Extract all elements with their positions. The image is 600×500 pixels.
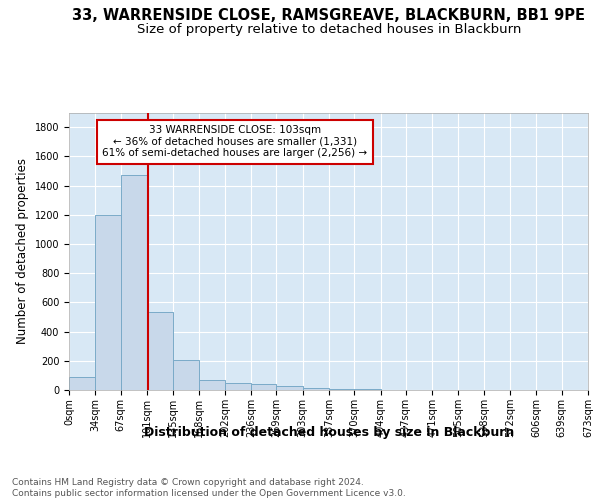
- Bar: [121, 176, 147, 390]
- Bar: [329, 389, 355, 390]
- Text: 33 WARRENSIDE CLOSE: 103sqm
← 36% of detached houses are smaller (1,331)
61% of : 33 WARRENSIDE CLOSE: 103sqm ← 36% of det…: [102, 125, 367, 158]
- Bar: [251, 384, 277, 390]
- Y-axis label: Number of detached properties: Number of detached properties: [16, 158, 29, 344]
- Bar: [173, 360, 199, 390]
- Bar: [302, 388, 329, 390]
- Bar: [199, 380, 225, 390]
- Text: 33, WARRENSIDE CLOSE, RAMSGREAVE, BLACKBURN, BB1 9PE: 33, WARRENSIDE CLOSE, RAMSGREAVE, BLACKB…: [73, 8, 586, 22]
- Text: Size of property relative to detached houses in Blackburn: Size of property relative to detached ho…: [137, 22, 521, 36]
- Bar: [147, 312, 173, 390]
- Bar: [69, 377, 95, 390]
- Text: Distribution of detached houses by size in Blackburn: Distribution of detached houses by size …: [143, 426, 514, 439]
- Bar: [277, 386, 302, 390]
- Bar: [225, 382, 251, 390]
- Text: Contains HM Land Registry data © Crown copyright and database right 2024.
Contai: Contains HM Land Registry data © Crown c…: [12, 478, 406, 498]
- Bar: [95, 214, 121, 390]
